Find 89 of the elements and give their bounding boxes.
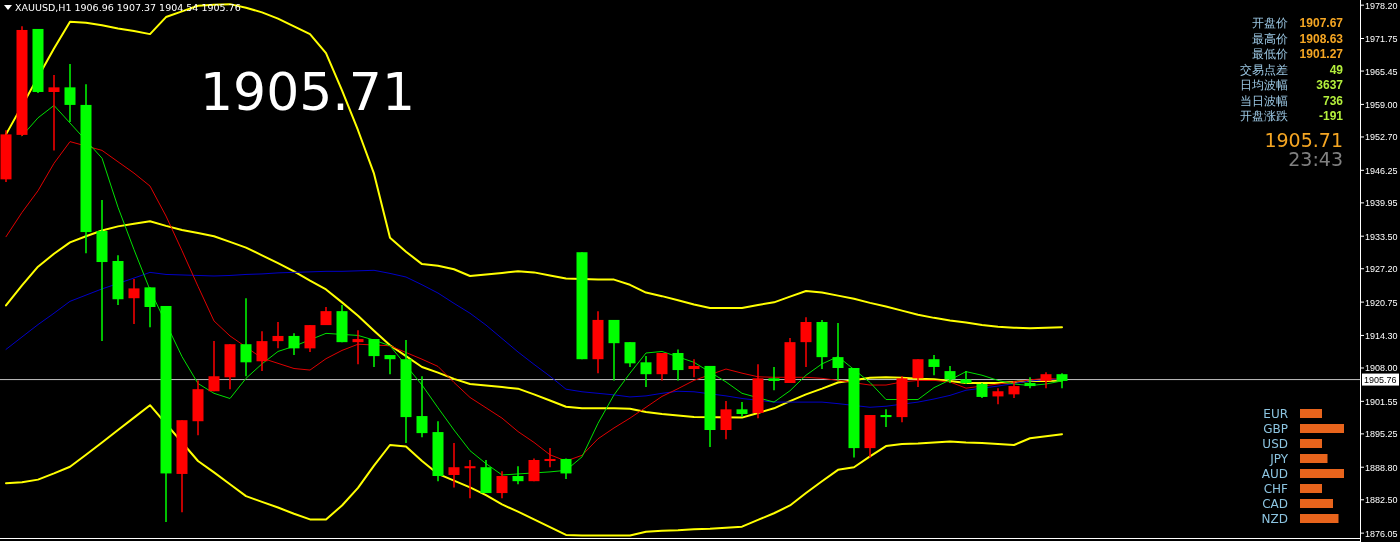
candlestick bbox=[656, 352, 668, 382]
y-tick-label: GBP bbox=[1263, 421, 1288, 436]
text: 开盘价 bbox=[1252, 16, 1288, 30]
candlestick bbox=[832, 322, 844, 382]
text: 当日波幅 bbox=[1240, 93, 1288, 108]
text: 49 bbox=[1329, 62, 1344, 77]
candlestick bbox=[608, 319, 620, 382]
bar bbox=[1300, 454, 1328, 463]
text: 最低价 bbox=[1252, 47, 1288, 61]
text: 1901.27 bbox=[1299, 47, 1344, 61]
y-tick-label: 1888.80 bbox=[1365, 462, 1398, 473]
y-tick-label: EUR bbox=[1263, 406, 1288, 421]
candlestick bbox=[144, 286, 156, 328]
text: 3637 bbox=[1316, 78, 1344, 92]
bar bbox=[1300, 514, 1339, 523]
bar bbox=[1300, 409, 1322, 418]
y-tick-label: JPY bbox=[1269, 451, 1289, 466]
candlestick bbox=[768, 366, 780, 391]
text: 日均波幅 bbox=[1240, 78, 1288, 92]
candlestick bbox=[208, 340, 220, 392]
candlestick bbox=[624, 341, 636, 368]
candlestick bbox=[240, 297, 252, 378]
y-tick-label: 1933.50 bbox=[1365, 231, 1398, 242]
candlestick bbox=[736, 401, 748, 418]
y-tick-label: 1939.95 bbox=[1365, 198, 1398, 209]
candlestick bbox=[720, 400, 732, 441]
candlestick bbox=[464, 459, 476, 499]
y-tick-label: AUD bbox=[1261, 466, 1288, 481]
bar bbox=[1300, 424, 1344, 433]
candlestick bbox=[64, 63, 76, 123]
y-tick-label: 1876.05 bbox=[1365, 528, 1398, 539]
y-tick-label: 1920.75 bbox=[1365, 297, 1398, 308]
line-series bbox=[5, 404, 1063, 537]
text: 最高价 bbox=[1252, 31, 1288, 46]
y-tick-label: 1971.75 bbox=[1365, 34, 1398, 44]
y-tick-label: 1952.70 bbox=[1365, 132, 1398, 143]
candlestick bbox=[672, 348, 684, 382]
y-tick-label: NZD bbox=[1261, 511, 1288, 526]
candlestick bbox=[48, 74, 60, 152]
candlestick bbox=[384, 354, 396, 375]
y-tick-label: 1908.00 bbox=[1365, 363, 1398, 374]
candlestick bbox=[544, 447, 556, 468]
y-tick-label: CAD bbox=[1262, 496, 1288, 511]
bar bbox=[1300, 484, 1322, 493]
bar bbox=[1300, 469, 1344, 478]
candlestick bbox=[448, 442, 460, 489]
y-tick-label: 1959.00 bbox=[1365, 99, 1398, 110]
candlestick bbox=[496, 470, 508, 499]
bar bbox=[1300, 499, 1333, 508]
ref-line-label: 1905.76 bbox=[1364, 375, 1397, 386]
candlestick bbox=[512, 465, 524, 486]
y-tick-label: 1978.20 bbox=[1365, 0, 1398, 11]
text: 736 bbox=[1322, 93, 1344, 108]
y-tick-label: 1882.50 bbox=[1365, 495, 1398, 506]
text: 23:43 bbox=[1288, 148, 1343, 170]
candlestick bbox=[880, 408, 892, 428]
candlestick bbox=[288, 332, 300, 356]
candlestick bbox=[960, 370, 972, 385]
candlestick bbox=[800, 316, 812, 368]
candlestick bbox=[256, 330, 268, 372]
candlestick bbox=[272, 321, 284, 350]
candlestick bbox=[928, 354, 940, 376]
candlestick bbox=[560, 457, 572, 480]
candlestick bbox=[688, 358, 700, 379]
y-tick-label: 1927.20 bbox=[1365, 264, 1398, 275]
candlestick bbox=[352, 329, 364, 366]
candlestick bbox=[368, 338, 380, 368]
text: 1908.63 bbox=[1299, 31, 1344, 46]
candlestick bbox=[416, 375, 428, 438]
y-tick-label: 1965.45 bbox=[1365, 66, 1398, 77]
text: -191 bbox=[1318, 109, 1344, 123]
text: 交易点差 bbox=[1240, 62, 1288, 77]
line-series bbox=[5, 3, 1063, 330]
bar bbox=[1300, 439, 1322, 448]
candlestick bbox=[992, 387, 1004, 405]
text: 开盘涨跌 bbox=[1240, 109, 1288, 123]
text: 1907.67 bbox=[1299, 16, 1344, 30]
y-tick-label: 1901.55 bbox=[1365, 396, 1398, 407]
candlestick bbox=[304, 324, 316, 353]
text: 1905.71 bbox=[1264, 129, 1343, 151]
y-tick-label: 1895.25 bbox=[1365, 429, 1398, 440]
y-tick-label: 1914.30 bbox=[1365, 330, 1398, 341]
candlestick bbox=[1024, 376, 1036, 389]
candlestick bbox=[912, 358, 924, 388]
y-tick-label: USD bbox=[1262, 436, 1288, 451]
y-tick-label: CHF bbox=[1263, 481, 1289, 496]
candlestick bbox=[128, 278, 140, 325]
y-tick-label: 1946.25 bbox=[1365, 165, 1398, 176]
candlestick bbox=[640, 355, 652, 388]
